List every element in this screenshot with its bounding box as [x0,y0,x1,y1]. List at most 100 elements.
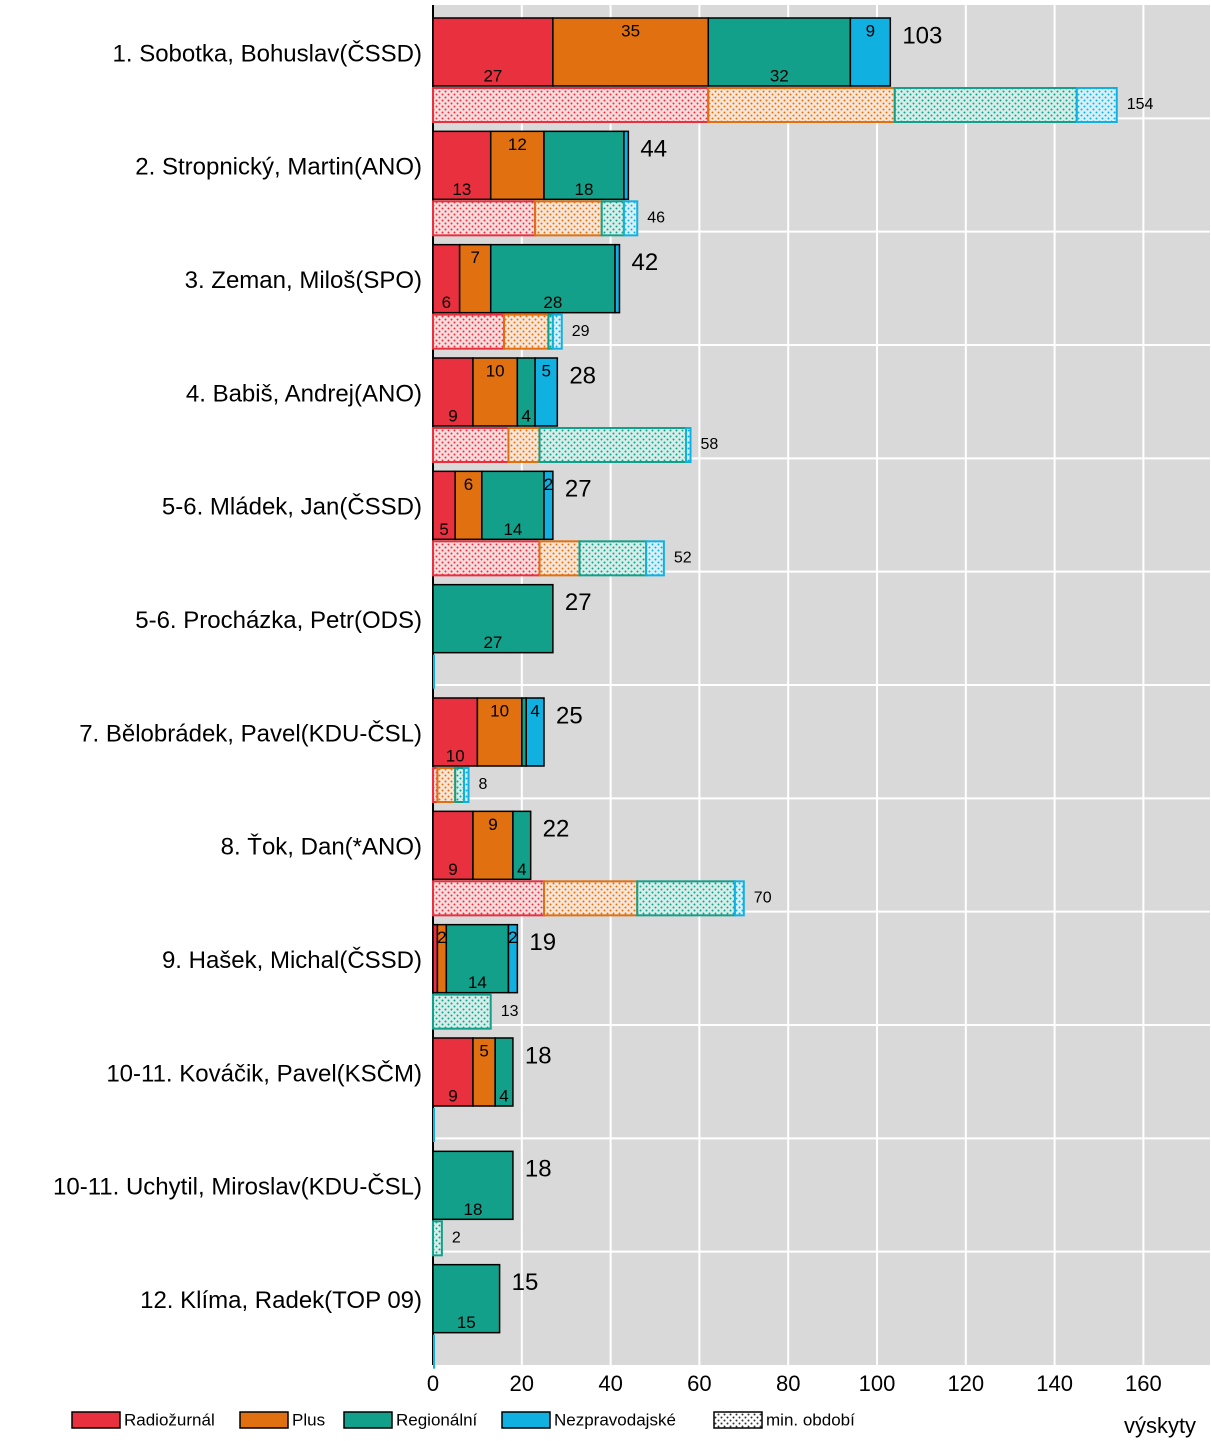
segment-label: 5 [541,361,550,380]
segment-label: 5 [479,1041,488,1060]
previous-segment [707,87,896,123]
previous-total-label: 70 [754,890,772,907]
previous-segment [636,880,736,917]
previous-segment [432,87,710,123]
previous-segment [436,767,457,803]
segment-label: 10 [446,746,465,765]
category-label: 4. Babiš, Andrej(ANO) [186,380,422,407]
previous-segment [432,540,541,577]
x-tick-label: 80 [776,1371,800,1396]
segment-label: 9 [448,860,457,879]
total-label: 27 [565,476,592,503]
previous-segment [893,87,1078,123]
segment-label: 27 [483,66,502,85]
previous-segment [1075,87,1118,123]
previous-segment [551,313,563,350]
bar-segment [525,697,545,767]
previous-segment [432,993,492,1030]
category-label: 9. Hašek, Michal(ČSSD) [162,946,422,974]
previous-total-label: 58 [701,436,719,453]
category-label: 3. Zeman, Miloš(SPO) [185,267,422,294]
category-label: 10-11. Uchytil, Miroslav(KDU-ČSL) [53,1173,422,1201]
bar-segment [707,17,852,87]
category-label: 2. Stropnický, Martin(ANO) [135,154,422,181]
segment-label: 4 [530,701,539,720]
segment-label: 32 [770,66,789,85]
previous-total-label: 13 [501,1003,519,1020]
total-label: 19 [529,929,556,956]
total-label: 27 [565,589,592,616]
bar-segment [543,130,625,201]
legend-label: Radiožurnál [124,1410,215,1429]
segment-label: 4 [517,860,526,879]
bar-segment [552,17,710,87]
bar-segment [432,1150,514,1221]
bar-segment [445,923,510,994]
bar-segment [849,17,892,87]
segment-label: 2 [544,475,553,494]
bar-segment [543,470,554,541]
segment-label: 13 [452,180,471,199]
segment-label: 6 [464,475,473,494]
previous-segment [432,200,537,237]
legend-swatch [501,1411,551,1429]
x-tick-label: 60 [687,1371,711,1396]
total-label: 22 [543,816,570,843]
bar-segment [432,1263,501,1334]
previous-segment [432,313,506,350]
segment-label: 10 [486,361,505,380]
segment-label: 15 [457,1313,476,1332]
total-label: 25 [556,702,583,729]
legend-swatch [713,1411,763,1429]
bar-segment [507,923,519,994]
segment-label: 2 [437,928,446,947]
legend-swatch [343,1411,393,1429]
bar-segment [432,583,554,654]
previous-segment [463,767,470,803]
segment-label: 35 [621,21,640,40]
previous-segment [733,880,745,917]
x-tick-label: 40 [598,1371,622,1396]
previous-total-label: 154 [1127,96,1154,113]
bar-segment [432,810,474,881]
previous-total-label: 52 [674,550,692,567]
total-label: 28 [569,362,596,389]
x-tick-label: 20 [510,1371,534,1396]
previous-segment [507,427,541,463]
segment-label: 9 [866,21,875,40]
segment-label: 9 [448,406,457,425]
previous-segment [454,767,466,803]
bar-segment [454,470,483,541]
previous-segment [503,313,550,350]
category-label: 1. Sobotka, Bohuslav(ČSSD) [113,39,422,67]
bar-segment [494,1037,514,1107]
category-label: 8. Ťok, Dan(*ANO) [221,834,422,861]
legend-label: Nezpravodajské [554,1410,676,1429]
bar-segment [432,243,461,314]
previous-segment [538,540,581,577]
bar-segment [534,357,559,427]
category-label: 7. Bělobrádek, Pavel(KDU-ČSL) [79,719,422,747]
bar-segment [472,810,514,881]
segment-label: 4 [499,1086,508,1105]
previous-segment [645,540,665,577]
previous-segment [600,200,625,237]
total-label: 18 [525,1042,552,1069]
previous-segment [578,540,648,577]
legend-label: Plus [292,1410,325,1429]
bar-segment [512,810,532,881]
x-tick-label: 100 [859,1371,896,1396]
segment-label: 14 [503,520,522,539]
bar-segment [432,17,554,87]
segment-label: 5 [439,520,448,539]
bar-segment [489,130,545,201]
legend-label: min. období [766,1410,855,1429]
total-label: 103 [902,22,942,49]
segment-label: 28 [543,293,562,312]
previous-total-label: 8 [479,776,488,793]
previous-segment [432,1220,443,1257]
x-axis-label: výskyty [1124,1413,1196,1438]
previous-total-label: 2 [452,1230,461,1247]
bar-segment [481,470,545,541]
